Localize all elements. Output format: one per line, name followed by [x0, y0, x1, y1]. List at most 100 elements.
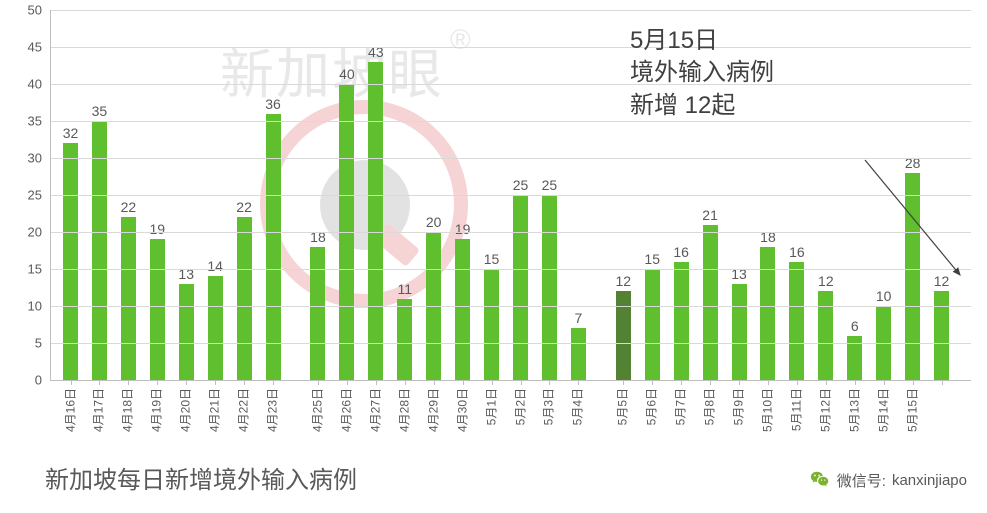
y-tick-label: 40: [12, 77, 42, 92]
bar-value-label: 11: [385, 281, 425, 297]
bar: [616, 291, 631, 380]
x-tick-label: 4月21日: [206, 388, 223, 432]
x-tick: [157, 380, 158, 385]
x-tick: [710, 380, 711, 385]
x-tick: [521, 380, 522, 385]
gridline: [51, 158, 971, 159]
bar: [905, 173, 920, 380]
x-tick-label: 5月13日: [845, 388, 862, 432]
x-tick-label: 4月16日: [61, 388, 78, 432]
bar: [455, 239, 470, 380]
bar: [818, 291, 833, 380]
x-tick-label: 5月7日: [672, 388, 689, 425]
bar-value-label: 19: [137, 221, 177, 237]
y-tick-label: 20: [12, 225, 42, 240]
bar-value-label: 12: [603, 273, 643, 289]
x-tick: [652, 380, 653, 385]
y-tick-label: 0: [12, 373, 42, 388]
y-tick-label: 35: [12, 114, 42, 129]
y-tick-label: 15: [12, 262, 42, 277]
bar-value-label: 10: [864, 288, 904, 304]
credit-label: 微信号:: [837, 470, 886, 491]
x-tick-label: 5月1日: [482, 388, 499, 425]
x-tick: [376, 380, 377, 385]
x-tick: [215, 380, 216, 385]
bar: [513, 195, 528, 380]
x-tick: [768, 380, 769, 385]
bar-value-label: 22: [108, 199, 148, 215]
x-tick-label: 5月8日: [701, 388, 718, 425]
bar-value-label: 40: [327, 66, 367, 82]
x-tick-label: 4月23日: [264, 388, 281, 432]
x-tick-label: 5月10日: [758, 388, 775, 432]
x-tick-label: 4月17日: [90, 388, 107, 432]
gridline: [51, 269, 971, 270]
bar-value-label: 16: [777, 244, 817, 260]
gridline: [51, 84, 971, 85]
x-tick: [942, 380, 943, 385]
bar: [732, 284, 747, 380]
chart-caption: 新加坡每日新增境外输入病例: [45, 460, 357, 495]
bar: [397, 299, 412, 380]
x-tick-label: 5月6日: [643, 388, 660, 425]
bar: [674, 262, 689, 380]
x-tick: [578, 380, 579, 385]
x-tick: [186, 380, 187, 385]
bar-value-label: 32: [51, 125, 91, 141]
gridline: [51, 121, 971, 122]
bar: [542, 195, 557, 380]
bar: [150, 239, 165, 380]
bar-value-label: 19: [443, 221, 483, 237]
bar: [208, 276, 223, 380]
x-tick-label: 4月25日: [308, 388, 325, 432]
gridline: [51, 195, 971, 196]
x-tick-label: 5月3日: [540, 388, 557, 425]
gridline: [51, 47, 971, 48]
x-tick: [826, 380, 827, 385]
bar: [645, 269, 660, 380]
bar: [760, 247, 775, 380]
gridline: [51, 306, 971, 307]
bar: [934, 291, 949, 380]
plot-area: 3235221913142236184043112019152525712151…: [50, 10, 971, 381]
bar: [484, 269, 499, 380]
bar-value-label: 21: [690, 207, 730, 223]
x-tick: [855, 380, 856, 385]
x-tick-label: 5月5日: [614, 388, 631, 425]
x-tick-label: 5月14日: [874, 388, 891, 432]
bar-value-label: 15: [472, 251, 512, 267]
x-tick: [244, 380, 245, 385]
x-tick-label: 4月29日: [424, 388, 441, 432]
y-tick-label: 30: [12, 151, 42, 166]
x-tick: [549, 380, 550, 385]
y-tick-label: 10: [12, 299, 42, 314]
y-tick-label: 5: [12, 336, 42, 351]
x-tick: [273, 380, 274, 385]
y-tick-label: 50: [12, 3, 42, 18]
bar: [266, 114, 281, 380]
x-tick-label: 4月19日: [148, 388, 165, 432]
x-tick: [463, 380, 464, 385]
annotation-text: 5月15日 境外输入病例 新增 12起: [630, 25, 774, 122]
x-tick: [797, 380, 798, 385]
gridline: [51, 10, 971, 11]
x-tick-label: 4月30日: [453, 388, 470, 432]
bar: [237, 217, 252, 380]
x-tick-label: 5月9日: [730, 388, 747, 425]
bar-value-label: 14: [195, 258, 235, 274]
bar-chart: 3235221913142236184043112019152525712151…: [50, 10, 970, 410]
x-tick: [71, 380, 72, 385]
bar-value-label: 12: [806, 273, 846, 289]
bar: [92, 121, 107, 380]
bar: [571, 328, 586, 380]
bar: [310, 247, 325, 380]
bar: [179, 284, 194, 380]
bar-value-label: 16: [661, 244, 701, 260]
x-tick: [739, 380, 740, 385]
bar-value-label: 35: [79, 103, 119, 119]
x-tick-label: 5月12日: [816, 388, 833, 432]
x-tick: [318, 380, 319, 385]
bar-value-label: 12: [922, 273, 962, 289]
gridline: [51, 343, 971, 344]
x-tick: [623, 380, 624, 385]
